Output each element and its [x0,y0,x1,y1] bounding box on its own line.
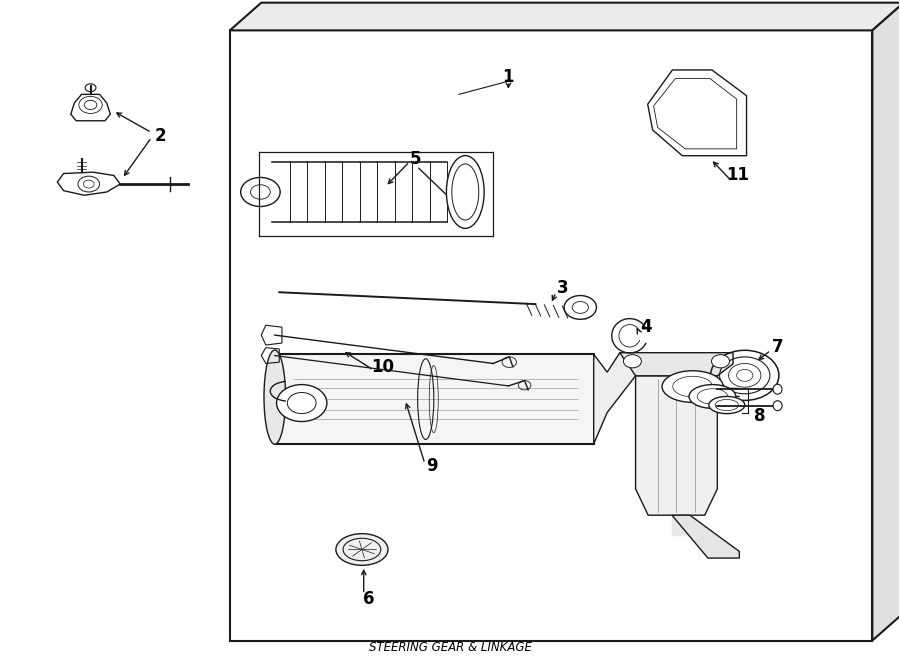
Text: 2: 2 [155,127,166,145]
Circle shape [276,385,327,422]
Polygon shape [635,375,717,515]
Polygon shape [620,353,733,375]
Text: 11: 11 [726,167,749,184]
Polygon shape [872,3,900,641]
Polygon shape [230,3,900,30]
Polygon shape [594,353,635,444]
Text: 7: 7 [772,338,784,356]
Text: STEERING GEAR & LINKAGE: STEERING GEAR & LINKAGE [369,641,531,654]
Circle shape [564,295,597,319]
Text: 1: 1 [503,67,514,85]
Ellipse shape [773,401,782,410]
Text: 4: 4 [640,318,652,336]
Text: 3: 3 [556,279,568,297]
Text: 6: 6 [364,590,375,608]
Ellipse shape [336,533,388,565]
Circle shape [712,355,730,368]
Text: 10: 10 [371,358,394,376]
Polygon shape [230,30,872,641]
Ellipse shape [264,350,285,444]
Text: 9: 9 [427,457,437,475]
Ellipse shape [709,397,744,414]
Circle shape [624,355,642,368]
Text: 5: 5 [410,150,421,168]
Ellipse shape [773,384,782,394]
Text: 8: 8 [754,407,766,425]
Ellipse shape [446,155,484,229]
Ellipse shape [662,371,724,403]
Polygon shape [672,515,740,558]
Ellipse shape [689,385,736,408]
